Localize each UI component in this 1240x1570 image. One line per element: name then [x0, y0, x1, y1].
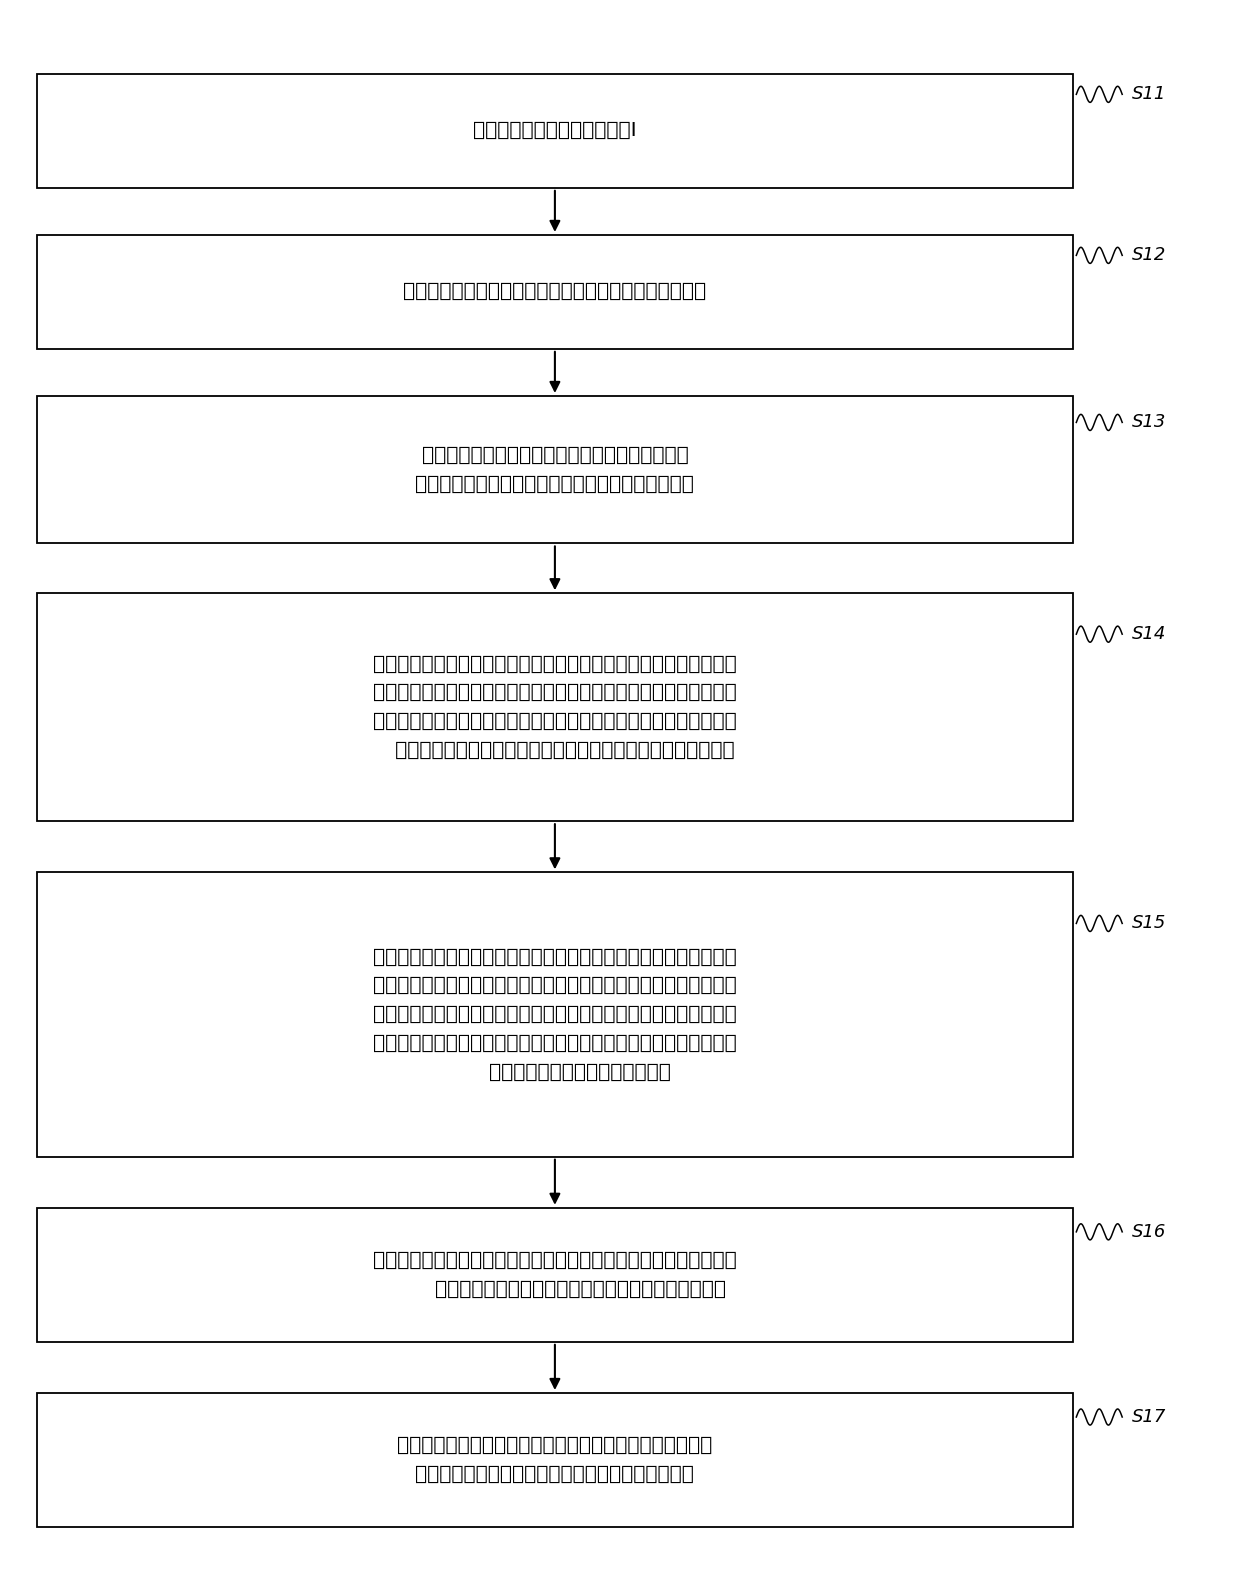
Bar — [37, 1207, 1073, 1342]
Bar — [37, 593, 1073, 821]
Text: S17: S17 — [1132, 1408, 1167, 1426]
Bar — [37, 396, 1073, 543]
Text: 小叶、中叶及大叶特征面积和与所有烟叶的特征面积相比，
以获取基于机器视觉预测的小片率，中片率，大片率: 小叶、中叶及大叶特征面积和与所有烟叶的特征面积相比， 以获取基于机器视觉预测的小… — [397, 1437, 713, 1484]
Text: S12: S12 — [1132, 246, 1167, 264]
Text: S16: S16 — [1132, 1223, 1167, 1240]
Text: 分别计算针对第一阈值集中每个指定阈值的大片率预测值，针对第二
阈值集中每个指定阈值的中片率预测值及针对第三阈值集中每个指定
阈值的小片率预测值，并计算针对第一阈: 分别计算针对第一阈值集中每个指定阈值的大片率预测值，针对第二 阈值集中每个指定阈… — [373, 947, 737, 1082]
Bar — [37, 1393, 1073, 1528]
Bar — [37, 236, 1073, 349]
Text: 获取烟叶样本的原始烟叶图像I: 获取烟叶样本的原始烟叶图像I — [474, 121, 636, 140]
Bar — [37, 74, 1073, 188]
Text: S14: S14 — [1132, 625, 1167, 644]
Text: S13: S13 — [1132, 413, 1167, 432]
Text: S15: S15 — [1132, 914, 1167, 933]
Text: 通过计算二值化烟叶图像中连通区域的区域信息，
获取烟叶样本对应的机器视觉所测烟叶像素面积向量: 通过计算二值化烟叶图像中连通区域的区域信息， 获取烟叶样本对应的机器视觉所测烟叶… — [415, 446, 694, 493]
Text: 基于烟叶样本对应的机器视觉所测烟叶像素面积向量及预先经过振筛
筛网分别检测称重所获取烟叶样本对应的大片率数据、中片率数据、
小片率数据及碎片率数据，定义与大片率: 基于烟叶样本对应的机器视觉所测烟叶像素面积向量及预先经过振筛 筛网分别检测称重所… — [373, 655, 737, 760]
Text: 对原始烟叶图像进行二值化处理，以形成二值化烟叶图像: 对原始烟叶图像进行二值化处理，以形成二值化烟叶图像 — [403, 283, 707, 301]
Text: S11: S11 — [1132, 85, 1167, 104]
Bar — [37, 873, 1073, 1157]
Text: 根据烟叶图像的特征面积、大片的特征面积阈值、中片的特征面积阈
        值及小片的特征面积阈值，对烟叶样本的类型进行判定: 根据烟叶图像的特征面积、大片的特征面积阈值、中片的特征面积阈 值及小片的特征面积… — [373, 1251, 737, 1298]
